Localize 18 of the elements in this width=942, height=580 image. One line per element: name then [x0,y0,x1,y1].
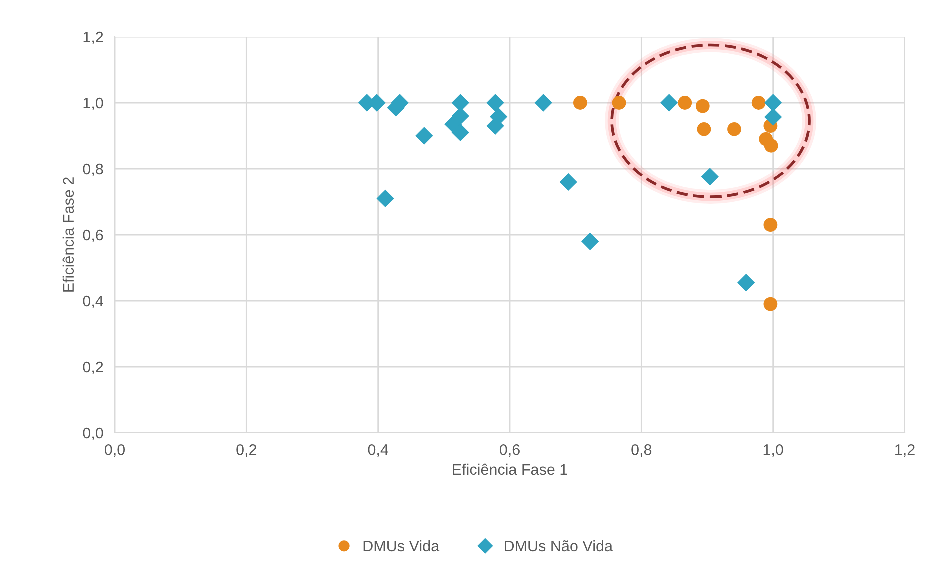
x-tick-label: 0,0 [104,444,126,458]
x-tick-label: 0,2 [236,444,257,458]
x-tick-label: 1,0 [764,444,784,458]
y-tick-label: 1,0 [84,98,104,110]
y-axis-title: Eficiência Fase 2 [62,178,74,292]
legend-label: DMUs Vida [364,540,440,552]
x-tick-label: 0,4 [368,444,389,458]
y-tick-label: 0,2 [83,362,104,374]
y-tick-label: 0,6 [83,230,104,242]
x-tick-label: 0,8 [632,444,652,458]
y-tick-label: 0,8 [83,164,104,176]
y-tick-label: 0,4 [83,296,104,308]
y-tick-label: 0,0 [83,428,104,440]
x-axis-title: Eficiência Fase 1 [453,464,568,476]
x-tick-label: 0,6 [500,444,520,458]
y-tick-label: 1,2 [84,32,104,44]
legend-label: DMUs Não Vida [505,540,614,552]
x-tick-label: 1,2 [896,444,915,458]
